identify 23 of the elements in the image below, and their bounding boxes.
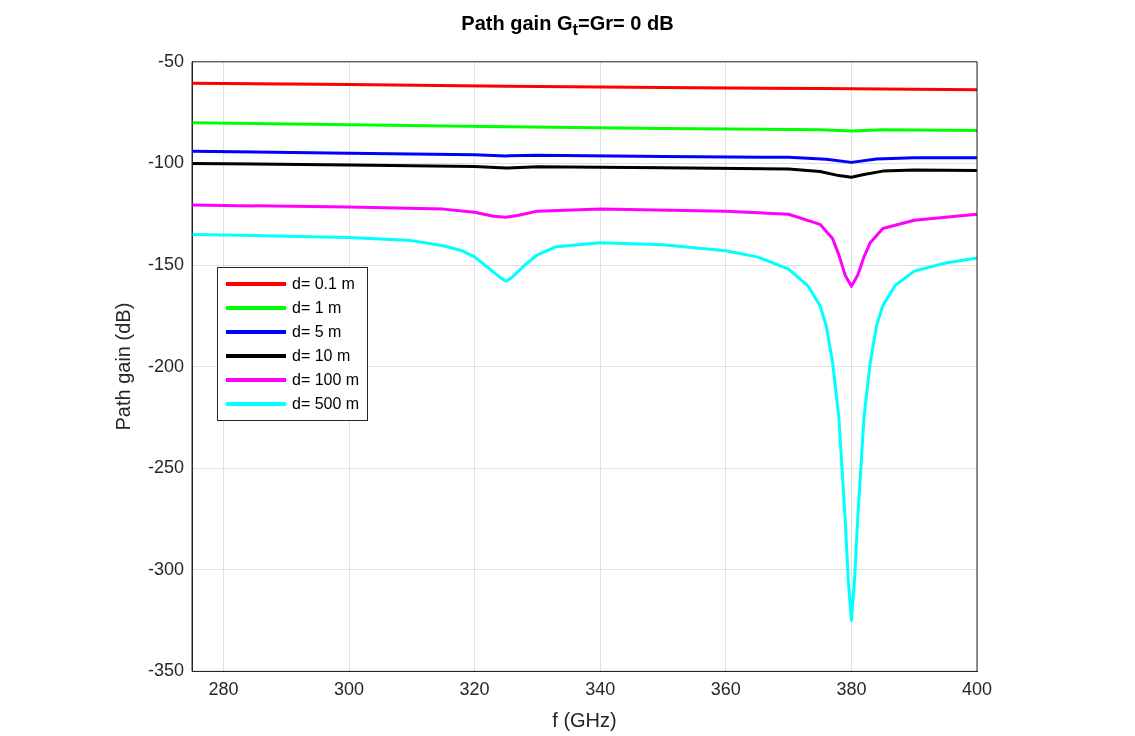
y-tick-label: -300 bbox=[148, 558, 185, 579]
x-tick-label: 340 bbox=[585, 679, 616, 700]
legend-label: d= 500 m bbox=[292, 394, 360, 413]
y-tick-label: -100 bbox=[148, 152, 185, 173]
chart-title: Path gain G$_{t}$=Gr= 0 dB bbox=[460, 11, 675, 41]
legend-label: d= 10 m bbox=[292, 346, 351, 365]
legend-label: d= 1 m bbox=[292, 298, 342, 317]
legend-label: d= 100 m bbox=[292, 370, 360, 389]
legend-label: d= 5 m bbox=[292, 322, 342, 341]
y-tick-label: -50 bbox=[158, 50, 185, 71]
y-tick-label: -200 bbox=[148, 355, 185, 376]
x-tick-label: 280 bbox=[208, 679, 239, 700]
y-tick-label: -250 bbox=[148, 457, 185, 478]
y-axis-title: Path gain (dB) bbox=[111, 302, 134, 431]
x-tick-label: 380 bbox=[836, 679, 867, 700]
x-tick-label: 320 bbox=[459, 679, 490, 700]
x-axis-title: f (GHz) bbox=[552, 708, 617, 731]
x-tick-label: 400 bbox=[961, 679, 993, 700]
legend-label: d= 0.1 m bbox=[292, 274, 355, 293]
x-tick-label: 300 bbox=[334, 679, 365, 700]
x-tick-label: 360 bbox=[710, 679, 741, 700]
y-tick-label: -150 bbox=[148, 253, 185, 274]
y-tick-label: -350 bbox=[148, 660, 185, 681]
